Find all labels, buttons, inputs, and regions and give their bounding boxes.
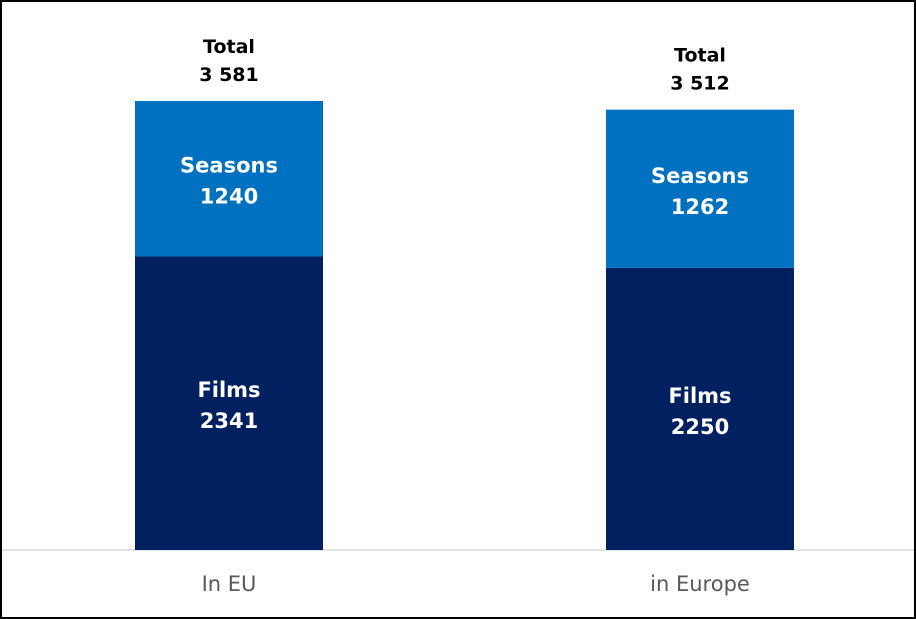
bar-films-in-eu (135, 256, 323, 550)
bar-seasons-in-eu (135, 101, 323, 257)
data-label-films-in-europe: 2250 (671, 415, 729, 439)
series-label-seasons-in-europe: Seasons (651, 164, 749, 188)
series-label-seasons-in-eu: Seasons (180, 154, 278, 178)
bar-seasons-in-europe (606, 109, 794, 268)
series-label-films-in-eu: Films (197, 378, 260, 402)
series-label-films-in-europe: Films (668, 384, 731, 408)
total-value-in-europe: 3 512 (670, 73, 730, 95)
category-label-in-europe: in Europe (650, 572, 750, 596)
total-title-in-europe: Total (674, 45, 726, 67)
category-label-in-eu: In EU (202, 572, 257, 596)
total-value-in-eu: 3 581 (199, 64, 259, 86)
total-title-in-eu: Total (203, 36, 255, 58)
data-label-films-in-eu: 2341 (200, 409, 258, 433)
data-label-seasons-in-europe: 1262 (671, 195, 729, 219)
data-label-seasons-in-eu: 1240 (200, 185, 258, 209)
bar-films-in-europe (606, 267, 794, 550)
